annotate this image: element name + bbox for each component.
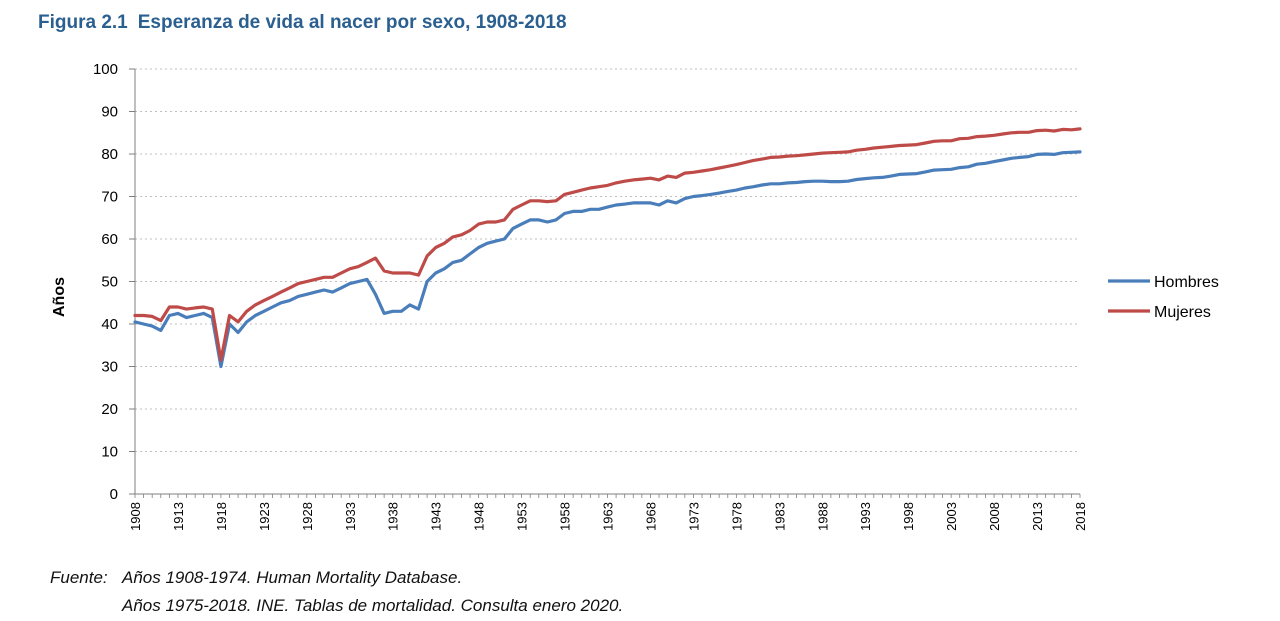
x-tick-label: 1938 (386, 502, 401, 531)
x-tick-label: 1928 (300, 502, 315, 531)
x-tick-label: 2008 (987, 502, 1002, 531)
y-tick-label: 30 (101, 359, 118, 376)
x-tick-label: 1993 (858, 502, 873, 531)
x-tick-label: 2018 (1073, 502, 1088, 531)
x-tick-label: 1968 (643, 502, 658, 531)
y-tick-label: 70 (101, 189, 118, 206)
y-tick-label: 40 (101, 316, 118, 333)
source-label: Fuente: (50, 568, 108, 587)
x-tick-label: 1933 (343, 502, 358, 531)
y-tick-labels: 0 10 20 30 40 50 60 70 80 90 100 (93, 61, 118, 503)
y-tick-label: 80 (101, 146, 118, 163)
y-tick-label: 20 (101, 401, 118, 418)
x-tick-label: 2003 (944, 502, 959, 531)
y-tick-label: 10 (101, 444, 118, 461)
legend-label-mujeres: Mujeres (1154, 304, 1211, 321)
x-tick-label: 1948 (472, 502, 487, 531)
figure-number: Figura 2.1 (38, 12, 128, 33)
x-tick-label: 1973 (686, 502, 701, 531)
y-tick-label: 0 (110, 486, 118, 503)
axes (129, 68, 1081, 498)
x-tick-label: 2013 (1030, 502, 1045, 531)
series-lines (133, 127, 1082, 369)
x-tick-label: 1923 (257, 502, 272, 531)
grid-lines (135, 68, 1080, 452)
x-tick-label: 1953 (515, 502, 530, 531)
y-tick-label: 50 (101, 274, 118, 291)
source-line-1: Fuente: Años 1908-1974. Human Mortality D… (50, 568, 462, 588)
x-tick-label: 1918 (214, 502, 229, 531)
x-tick-label: 1963 (601, 502, 616, 531)
figure-title: Figura 2.1 Esperanza de vida al nacer por… (38, 12, 567, 34)
series-line-mujeres (133, 127, 1082, 362)
legend-label-hombres: Hombres (1154, 274, 1219, 291)
y-tick-label: 90 (101, 104, 118, 121)
series-line-hombres (133, 150, 1082, 369)
x-tick-label: 1943 (429, 502, 444, 531)
y-tick-label: 100 (93, 61, 118, 78)
x-tick-label: 1978 (729, 502, 744, 531)
x-tick-label: 1908 (128, 502, 143, 531)
x-tick-label: 1958 (558, 502, 573, 531)
x-tick-label: 1913 (171, 502, 186, 531)
x-tick-label: 1988 (815, 502, 830, 531)
source-line-2: Años 1975-2018. INE. Tablas de mortalida… (122, 596, 624, 615)
y-axis-label: Años (51, 277, 68, 317)
source-text-1: Años 1908-1974. Human Mortality Database… (122, 568, 463, 587)
y-tick-label: 60 (101, 231, 118, 248)
legend: Hombres Mujeres (1108, 274, 1219, 321)
figure-title-text: Esperanza de vida al nacer por sexo, 190… (137, 12, 567, 33)
x-tick-label: 1983 (772, 502, 787, 531)
x-tick-label: 1998 (901, 502, 916, 531)
x-tick-labels: 1908 1913 1918 1923 1928 1933 1938 1943 1948 1953… (128, 502, 1088, 531)
